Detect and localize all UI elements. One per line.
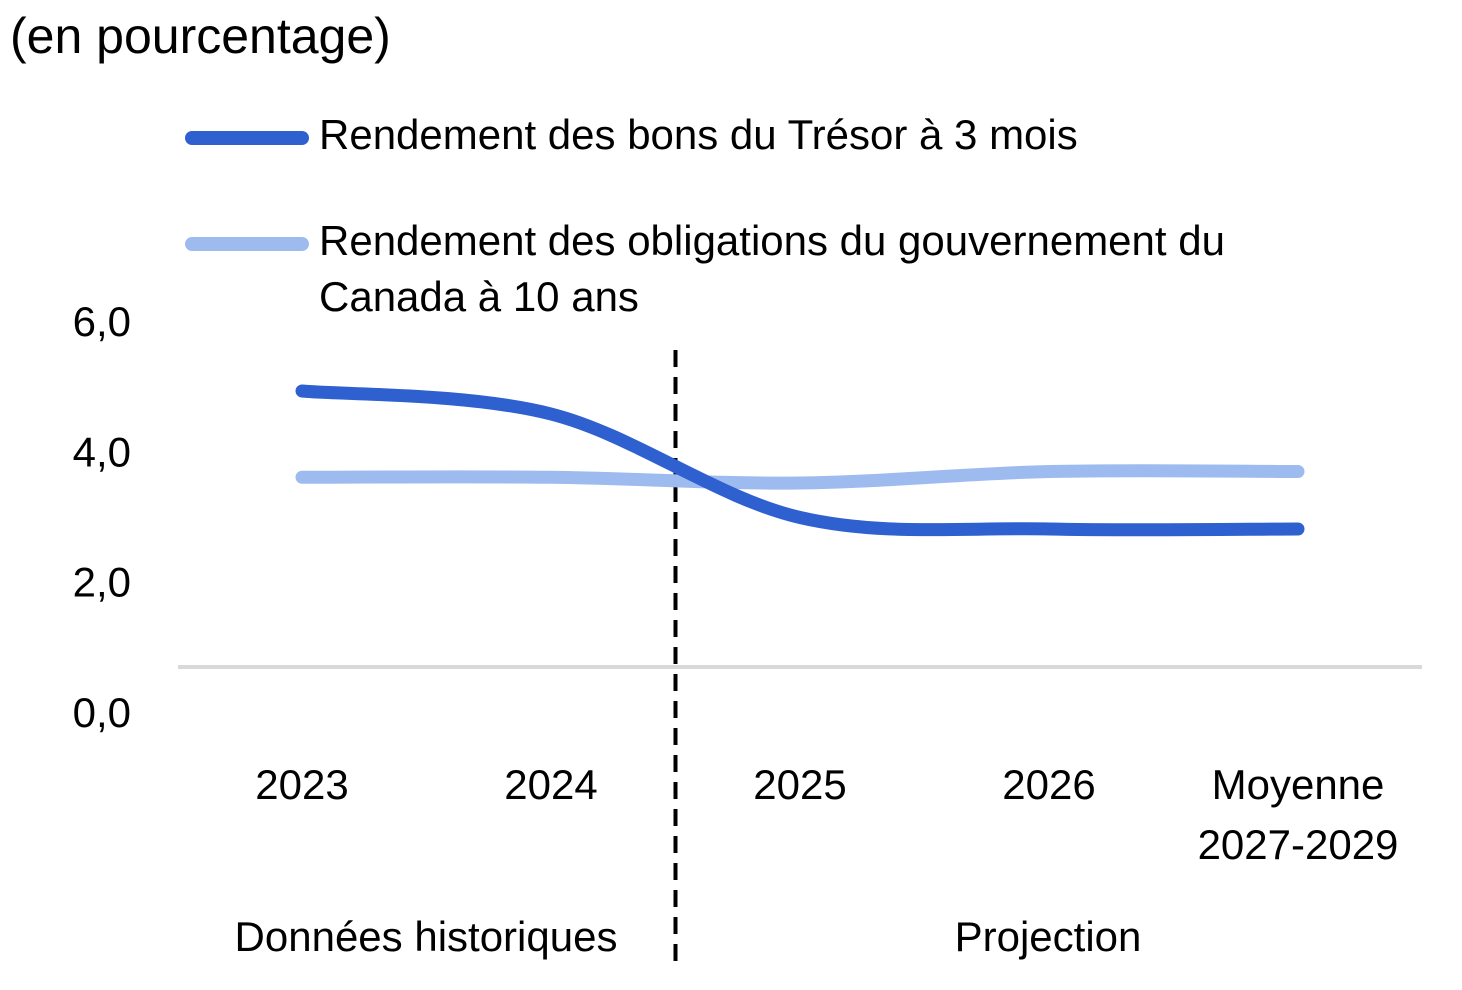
series-line-treasury-bills	[295, 384, 1305, 537]
y-tick-label: 0,0	[73, 689, 131, 736]
x-tick-label: 2024	[504, 761, 597, 808]
legend-item-bonds: Rendement des obligations du gouvernemen…	[185, 213, 1379, 325]
y-tick-label: 4,0	[73, 428, 131, 475]
unit-label: (en pourcentage)	[10, 8, 391, 64]
x-tick-label: 2026	[1002, 761, 1095, 808]
x-tick-label: 2023	[255, 761, 348, 808]
y-tick-label: 6,0	[73, 298, 131, 345]
legend-label-treasury-bills: Rendement des bons du Trésor à 3 mois	[319, 111, 1078, 158]
x-tick-label: 2025	[753, 761, 846, 808]
y-tick-label: 2,0	[73, 559, 131, 606]
x-tick-label: 2027-2029	[1198, 821, 1399, 868]
legend-swatch-bonds	[185, 237, 309, 251]
legend-swatch-treasury-bills	[185, 131, 309, 145]
period-label-historical: Données historiques	[235, 913, 618, 960]
legend-item-treasury-bills: Rendement des bons du Trésor à 3 mois	[185, 107, 1379, 163]
x-tick-label: Moyenne	[1212, 761, 1385, 808]
period-label-projection: Projection	[955, 913, 1142, 960]
legend-label-bonds: Rendement des obligations du gouvernemen…	[319, 217, 1225, 320]
series-line-bonds	[295, 464, 1305, 490]
